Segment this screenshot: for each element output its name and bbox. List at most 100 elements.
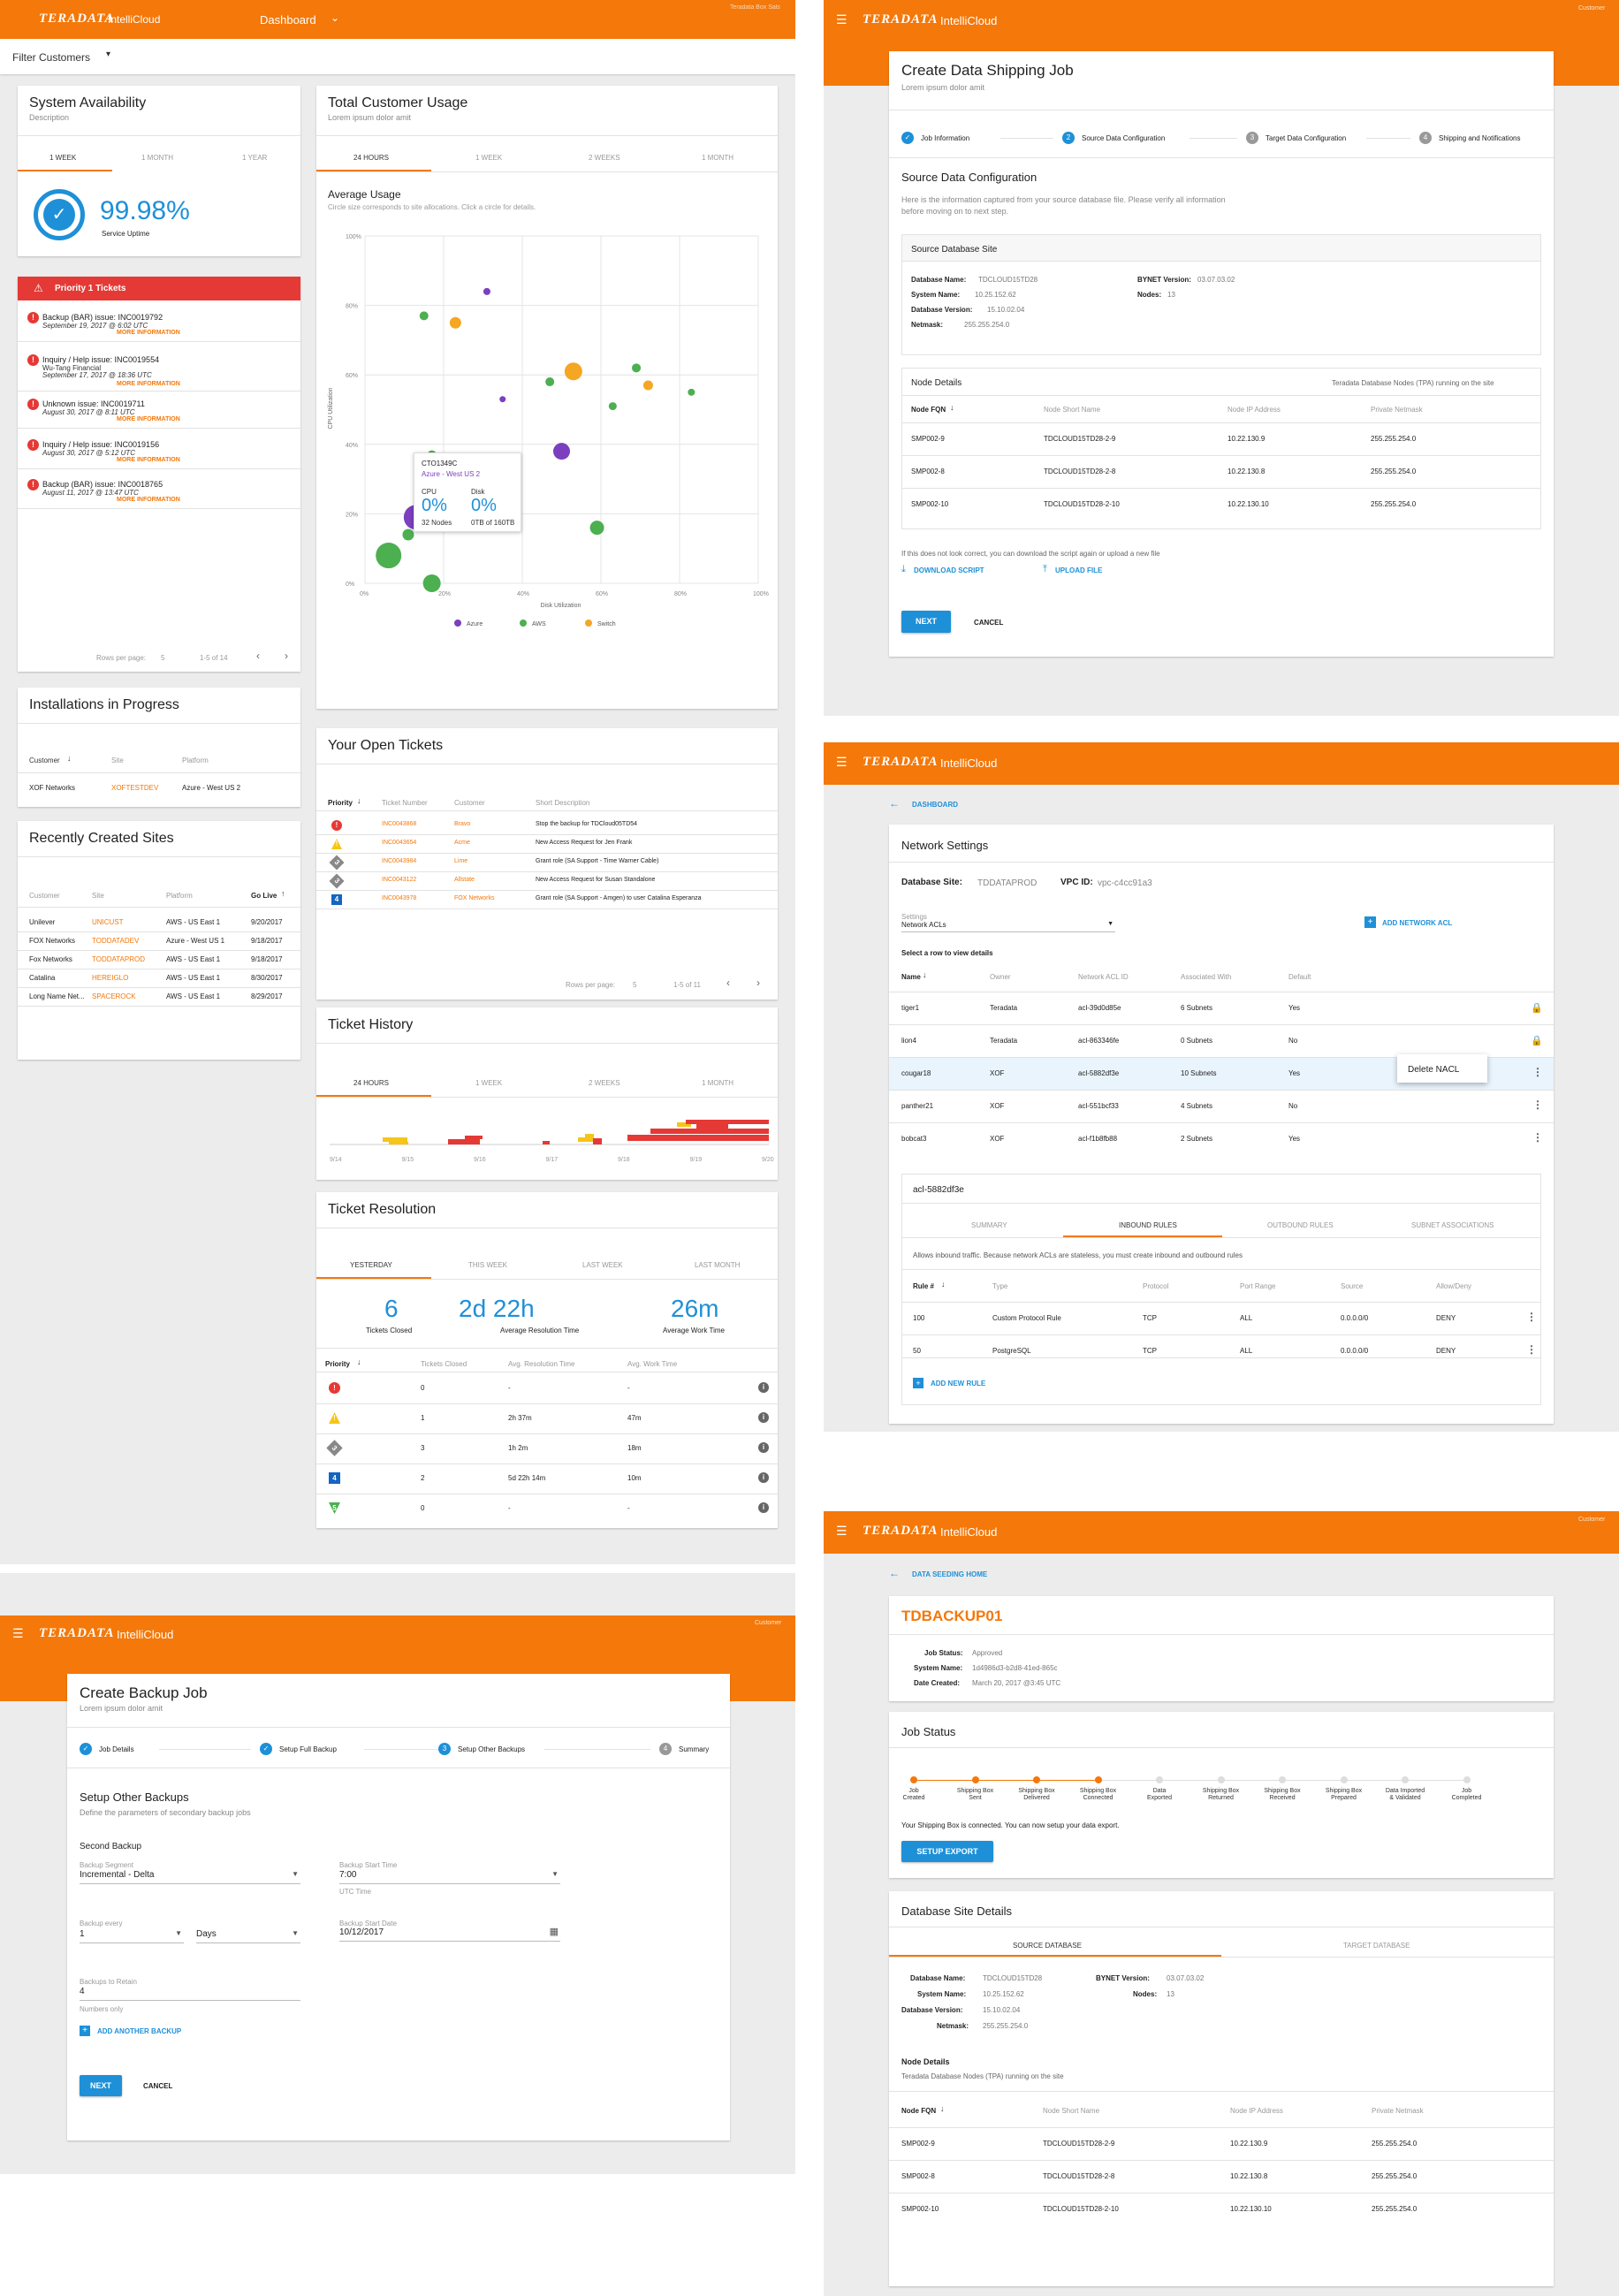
calendar-icon[interactable]: ▦ <box>549 1927 559 1937</box>
tab-inbound[interactable]: INBOUND RULES <box>1119 1221 1177 1229</box>
back-link[interactable]: DASHBOARD <box>912 801 958 809</box>
col-header[interactable]: Priority <box>325 1360 351 1368</box>
filter-customers[interactable]: Filter Customers <box>12 51 91 64</box>
tab-2w[interactable]: 2 WEEKS <box>589 154 620 162</box>
more-information-link[interactable]: MORE INFORMATION <box>117 381 180 387</box>
info-icon[interactable]: i <box>758 1472 769 1483</box>
site-link[interactable]: UNICUST <box>92 918 124 926</box>
download-icon[interactable]: ⤓ <box>901 564 906 574</box>
col-customer[interactable]: Customer <box>29 756 60 764</box>
backup-start-date-field[interactable]: 10/12/2017 ▦ <box>339 1927 560 1942</box>
more-vert-icon[interactable]: ⋮ <box>1532 1066 1543 1078</box>
aws-point[interactable] <box>402 528 414 541</box>
tab-outbound[interactable]: OUTBOUND RULES <box>1267 1221 1334 1229</box>
arrow-down-icon[interactable]: ↓ <box>357 796 361 805</box>
col-header[interactable]: Go Live <box>251 892 277 900</box>
tab-target[interactable]: TARGET DATABASE <box>1343 1942 1410 1950</box>
rows-per-page[interactable]: 5 <box>633 981 637 989</box>
arrow-down-icon[interactable]: ↓ <box>357 1357 361 1366</box>
add-network-acl-link[interactable]: ADD NETWORK ACL <box>1382 919 1453 927</box>
aws-point[interactable] <box>419 311 429 321</box>
col-header[interactable]: Node FQN <box>911 406 946 414</box>
arrow-down-icon[interactable]: ↓ <box>950 403 954 412</box>
more-information-link[interactable]: MORE INFORMATION <box>117 497 180 503</box>
delete-nacl-menu-item[interactable]: Delete NACL <box>1408 1065 1460 1075</box>
backup-every-select[interactable]: 1 ▼ <box>80 1929 184 1943</box>
customer-link[interactable]: Lime <box>454 858 468 864</box>
nav-dashboard[interactable]: Dashboard <box>260 13 316 27</box>
ticket-link[interactable]: INC0043868 <box>382 821 417 827</box>
col-header[interactable]: Priority <box>328 799 353 807</box>
add-icon[interactable]: + <box>1364 916 1376 928</box>
arrow-down-icon[interactable]: ↓ <box>941 1280 946 1289</box>
next-button[interactable]: NEXT <box>80 2075 122 2096</box>
aws-point[interactable] <box>632 363 642 373</box>
tab-24h[interactable]: 24 HOURS <box>353 1079 390 1087</box>
upload-file-link[interactable]: UPLOAD FILE <box>1055 566 1103 574</box>
more-vert-icon[interactable]: ⋮ <box>1526 1343 1537 1356</box>
tab-yesterday[interactable]: YESTERDAY <box>350 1261 392 1269</box>
ticket-link[interactable]: INC0043654 <box>382 840 417 846</box>
tab-1m[interactable]: 1 MONTH <box>702 1079 733 1087</box>
switch-point[interactable] <box>642 380 653 391</box>
arrow-down-icon[interactable]: ↓ <box>923 970 927 979</box>
col-header[interactable]: Node FQN <box>901 2107 937 2115</box>
menu-icon[interactable]: ☰ <box>12 1626 24 1640</box>
info-icon[interactable]: i <box>758 1412 769 1423</box>
menu-icon[interactable]: ☰ <box>836 12 848 27</box>
more-vert-icon[interactable]: ⋮ <box>1526 1311 1537 1323</box>
ticket-title[interactable]: Backup (BAR) issue: INC0018765 <box>42 480 163 489</box>
usage-scatter-chart[interactable]: 0% 0% 20% 20% 40% 40% 60% 60% 80% 80% 100% 100% Disk… <box>316 218 778 709</box>
info-icon[interactable]: i <box>758 1382 769 1393</box>
chevron-left-icon[interactable]: ‹ <box>726 977 730 989</box>
add-icon[interactable]: + <box>80 2026 90 2036</box>
aws-point[interactable] <box>688 388 695 396</box>
cancel-button[interactable]: CANCEL <box>143 2082 173 2090</box>
tab-this-week[interactable]: THIS WEEK <box>468 1261 508 1269</box>
backup-start-time-select[interactable]: 7:00 ▼ <box>339 1870 560 1884</box>
aws-point[interactable] <box>589 521 604 536</box>
next-button[interactable]: NEXT <box>901 611 951 633</box>
add-another-backup-link[interactable]: ADD ANOTHER BACKUP <box>97 2027 182 2035</box>
tab-24h[interactable]: 24 HOURS <box>353 154 390 162</box>
add-icon[interactable]: + <box>913 1378 924 1388</box>
tab-subnets[interactable]: SUBNET ASSOCIATIONS <box>1411 1221 1494 1229</box>
arrow-down-icon[interactable]: ↓ <box>940 2104 945 2113</box>
back-link[interactable]: DATA SEEDING HOME <box>912 1570 988 1578</box>
col-header[interactable]: Rule # <box>913 1282 935 1290</box>
info-icon[interactable]: i <box>758 1502 769 1513</box>
customer-link[interactable]: FOX Networks <box>454 895 495 901</box>
chevron-down-icon[interactable]: ⌄ <box>331 11 340 24</box>
ticket-title[interactable]: Inquiry / Help issue: INC0019554 <box>42 355 160 364</box>
backup-segment-select[interactable]: Incremental - Delta ▼ <box>80 1870 300 1884</box>
more-vert-icon[interactable]: ⋮ <box>1532 1131 1543 1144</box>
chevron-right-icon[interactable]: › <box>285 650 288 662</box>
ticket-link[interactable]: INC0043984 <box>382 858 417 864</box>
ticket-title[interactable]: Backup (BAR) issue: INC0019792 <box>42 313 163 322</box>
chevron-right-icon[interactable]: › <box>756 977 760 989</box>
site-link[interactable]: TODDATAPROD <box>92 955 146 963</box>
site-link[interactable]: XOFTESTDEV <box>111 784 159 792</box>
chevron-left-icon[interactable]: ‹ <box>256 650 260 662</box>
tab-1w[interactable]: 1 WEEK <box>475 1079 503 1087</box>
tab-1-week[interactable]: 1 WEEK <box>49 154 77 162</box>
menu-icon[interactable]: ☰ <box>836 755 848 769</box>
aws-point[interactable] <box>545 377 555 387</box>
setup-export-button[interactable]: SETUP EXPORT <box>901 1841 993 1862</box>
tab-1-month[interactable]: 1 MONTH <box>141 154 173 162</box>
tab-source[interactable]: SOURCE DATABASE <box>1013 1942 1082 1950</box>
tab-1m[interactable]: 1 MONTH <box>702 154 733 162</box>
tab-2w[interactable]: 2 WEEKS <box>589 1079 620 1087</box>
more-information-link[interactable]: MORE INFORMATION <box>117 416 180 422</box>
azure-point[interactable] <box>553 443 570 460</box>
site-link[interactable]: TODDATADEV <box>92 937 140 945</box>
arrow-back-icon[interactable]: ← <box>889 1567 900 1579</box>
arrow-down-icon[interactable]: ↓ <box>67 754 72 763</box>
rows-per-page[interactable]: 5 <box>161 654 165 662</box>
switch-point[interactable] <box>449 316 461 329</box>
tab-last-month[interactable]: LAST MONTH <box>695 1261 741 1269</box>
backups-to-retain-field[interactable]: 4 <box>80 1987 300 2001</box>
ticket-title[interactable]: Inquiry / Help issue: INC0019156 <box>42 440 160 449</box>
tab-1-year[interactable]: 1 YEAR <box>242 154 268 162</box>
menu-icon[interactable]: ☰ <box>836 1524 848 1538</box>
